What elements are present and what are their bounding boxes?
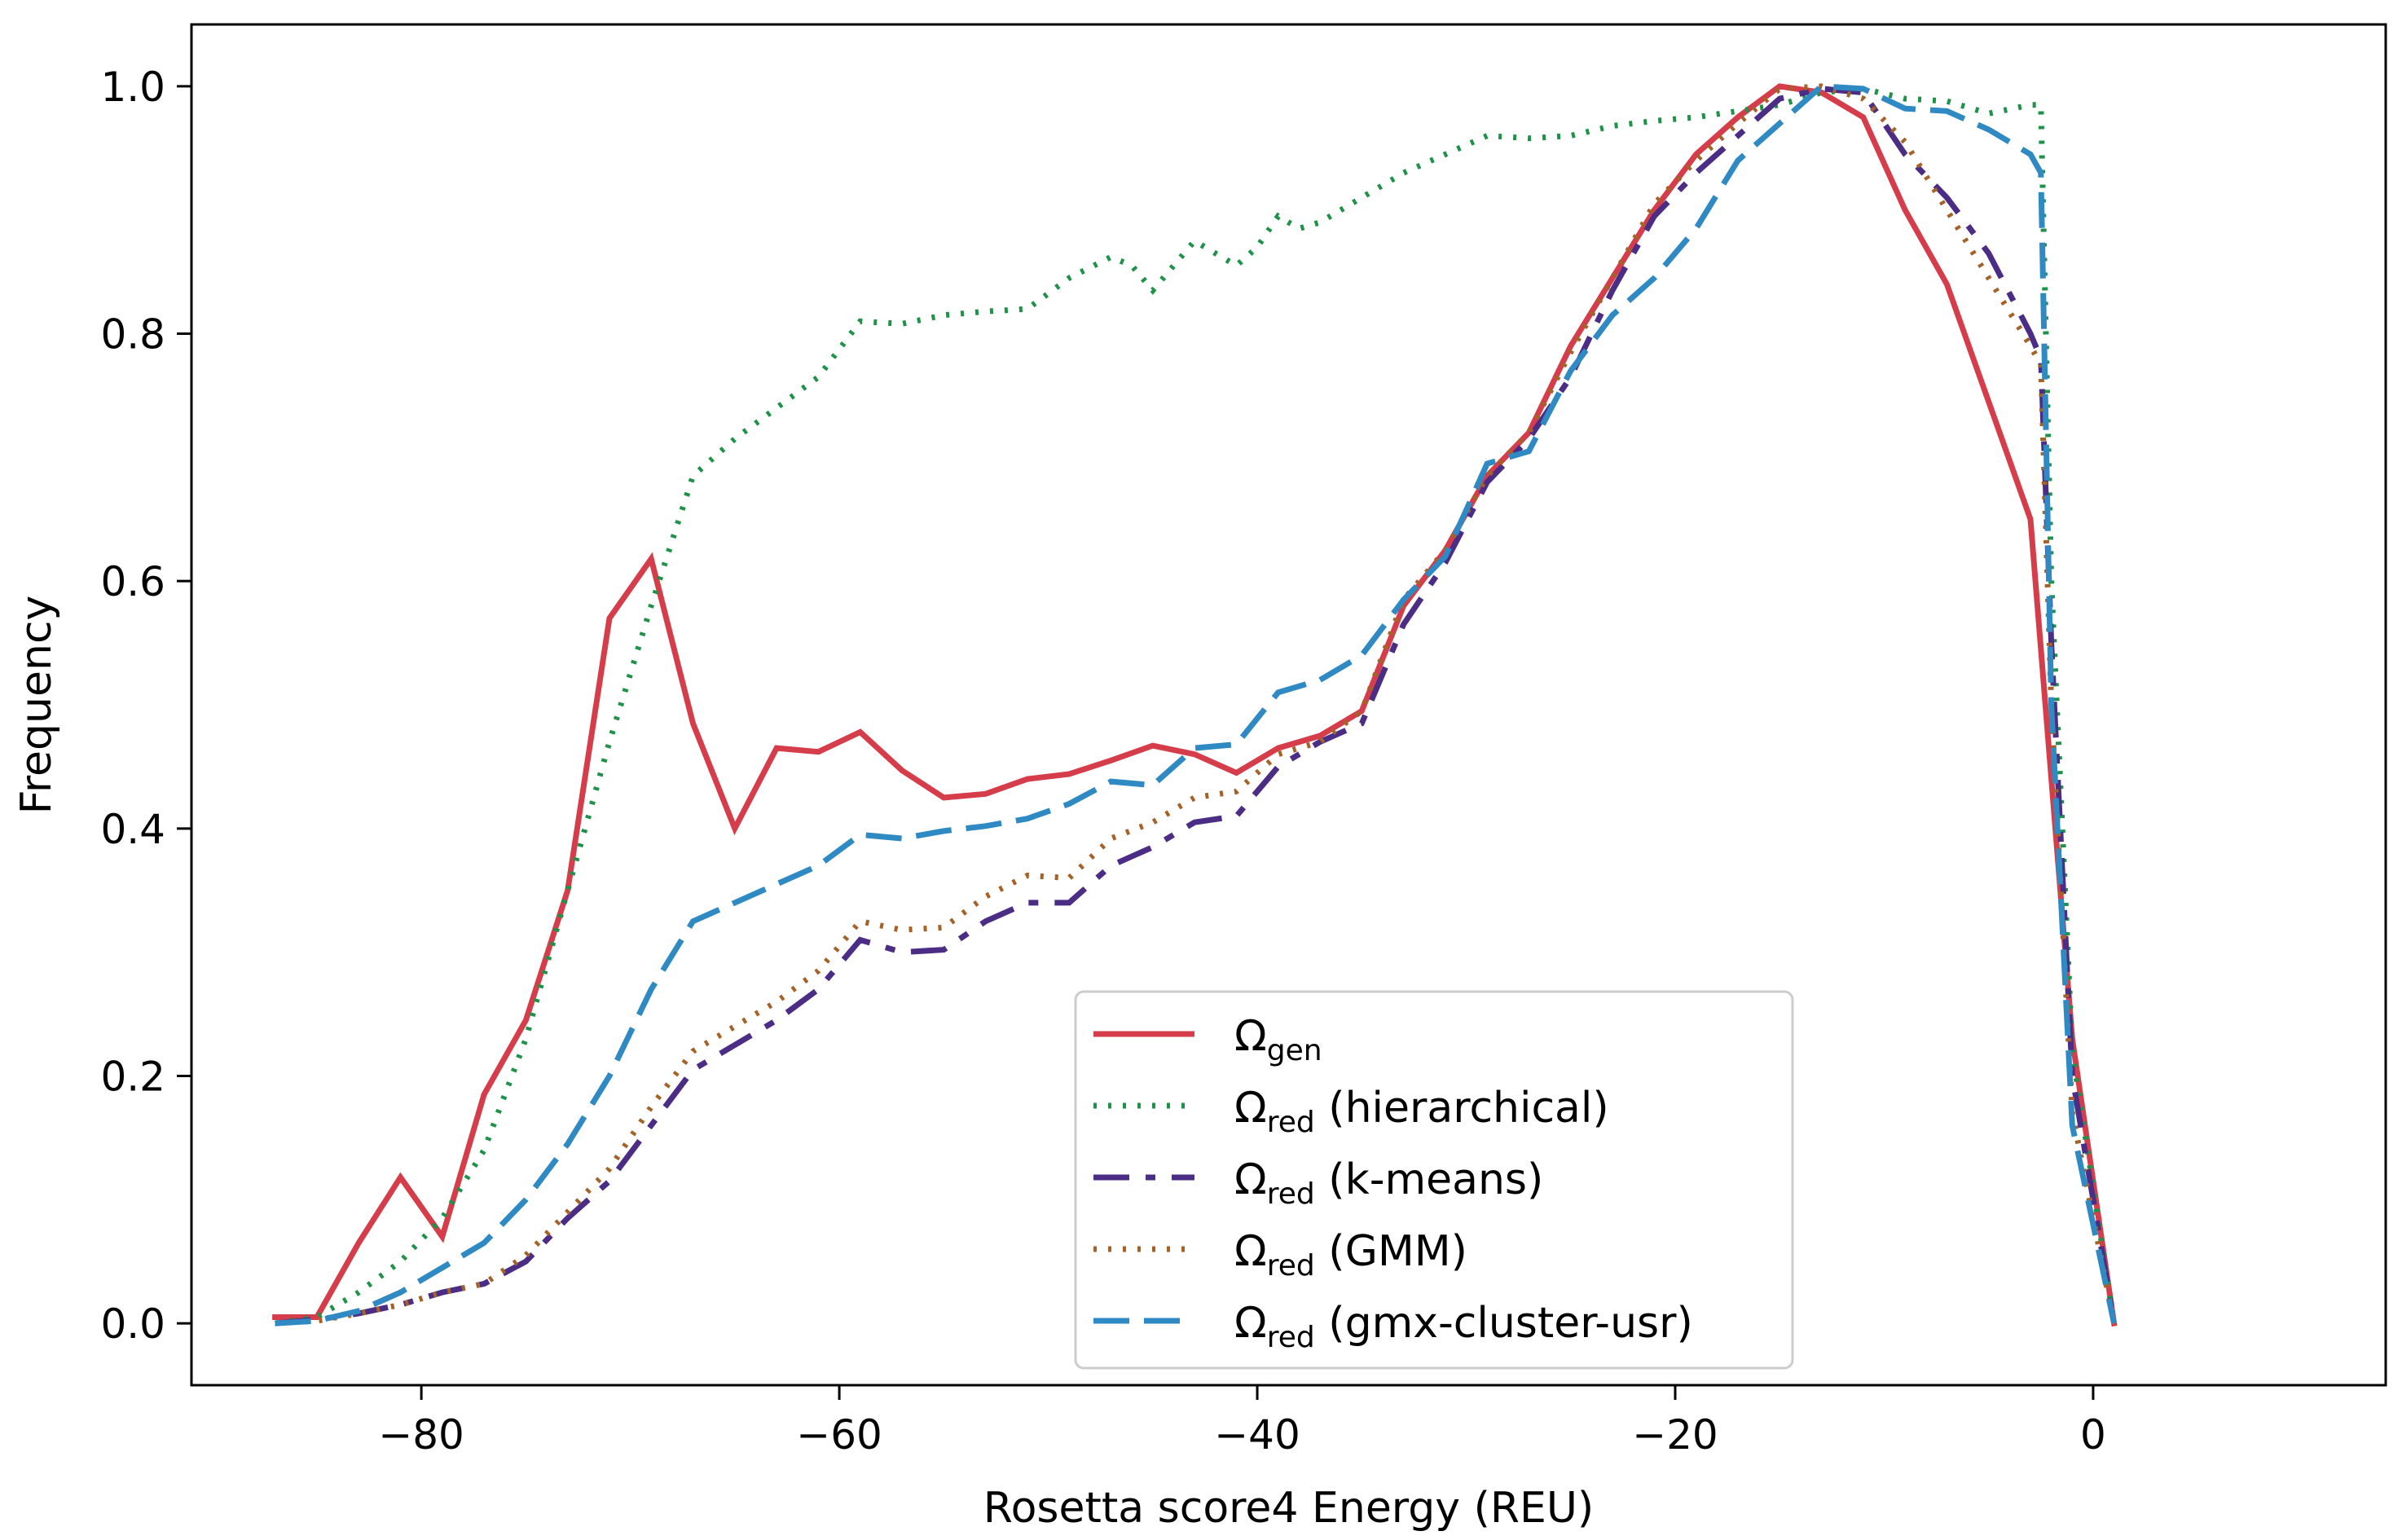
y-tick-label: 0.4 [100,806,165,853]
x-tick-label: −40 [1214,1411,1300,1459]
legend-label-gen: Ωgen [1234,1012,1322,1067]
legend-label-km: Ωred (k-means) [1234,1155,1543,1211]
y-axis-ticks: 0.0 0.2 0.4 0.6 0.8 1.0 [100,64,191,1348]
legend-label-hier: Ωred (hierarchical) [1234,1084,1609,1139]
legend-box [1074,990,1794,1370]
y-tick-label: 1.0 [100,64,165,111]
x-tick-label: −20 [1632,1411,1718,1459]
legend-label-gmm: Ωred (GMM) [1234,1227,1467,1283]
y-axis-label: Frequency [12,596,61,815]
y-tick-label: 0.2 [100,1053,165,1100]
series-line-gmx [275,83,2118,1327]
x-axis-label: Rosetta score4 Energy (REU) [983,1484,1594,1533]
y-tick-label: 0.6 [100,558,165,605]
y-tick-label: 0.0 [100,1300,165,1348]
legend: Ωgen Ωred (hierarchical) Ωred (k-means) Ωre… [1074,990,1794,1370]
y-tick-label: 0.8 [100,311,165,359]
series-layer [272,83,2118,1327]
x-axis-ticks: −80 −60 −40 −20 0 [378,1385,2106,1459]
x-tick-label: 0 [2080,1411,2106,1459]
plot-frame [190,23,2387,1387]
x-tick-label: −60 [796,1411,882,1459]
legend-label-gmx: Ωred (gmx-cluster-usr) [1234,1299,1693,1354]
x-tick-label: −80 [378,1411,464,1459]
series-line-gmm [275,83,2118,1327]
